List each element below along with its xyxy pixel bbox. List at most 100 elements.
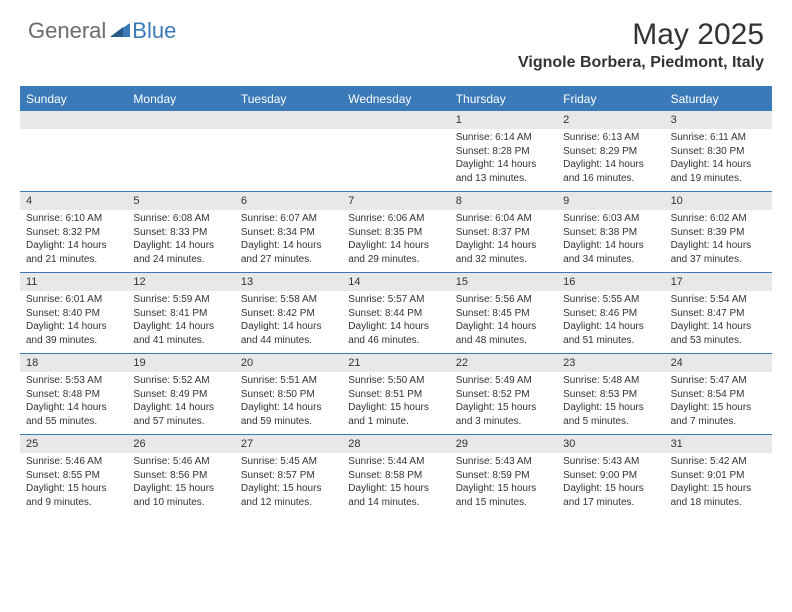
day-details: Sunrise: 5:45 AM Sunset: 8:57 PM Dayligh… bbox=[241, 455, 336, 509]
day-cell: Sunrise: 5:57 AM Sunset: 8:44 PM Dayligh… bbox=[342, 291, 449, 353]
day-number bbox=[235, 111, 342, 129]
weekday-header: Wednesday bbox=[342, 88, 449, 110]
day-cell: Sunrise: 5:43 AM Sunset: 9:00 PM Dayligh… bbox=[557, 453, 664, 515]
day-cell: Sunrise: 5:49 AM Sunset: 8:52 PM Dayligh… bbox=[450, 372, 557, 434]
day-details: Sunrise: 5:46 AM Sunset: 8:55 PM Dayligh… bbox=[26, 455, 121, 509]
day-details: Sunrise: 6:10 AM Sunset: 8:32 PM Dayligh… bbox=[26, 212, 121, 266]
weeks-container: 123Sunrise: 6:14 AM Sunset: 8:28 PM Dayl… bbox=[20, 110, 772, 515]
day-details: Sunrise: 6:04 AM Sunset: 8:37 PM Dayligh… bbox=[456, 212, 551, 266]
day-details: Sunrise: 5:56 AM Sunset: 8:45 PM Dayligh… bbox=[456, 293, 551, 347]
day-details: Sunrise: 5:53 AM Sunset: 8:48 PM Dayligh… bbox=[26, 374, 121, 428]
day-cell bbox=[127, 129, 234, 191]
day-cell: Sunrise: 6:07 AM Sunset: 8:34 PM Dayligh… bbox=[235, 210, 342, 272]
day-number: 5 bbox=[127, 192, 234, 210]
day-details: Sunrise: 5:57 AM Sunset: 8:44 PM Dayligh… bbox=[348, 293, 443, 347]
logo-text-left: General bbox=[28, 18, 106, 44]
day-cell: Sunrise: 5:51 AM Sunset: 8:50 PM Dayligh… bbox=[235, 372, 342, 434]
day-number: 29 bbox=[450, 435, 557, 453]
weekday-header: Tuesday bbox=[235, 88, 342, 110]
day-cell bbox=[342, 129, 449, 191]
day-details: Sunrise: 5:43 AM Sunset: 9:00 PM Dayligh… bbox=[563, 455, 658, 509]
day-cell: Sunrise: 5:55 AM Sunset: 8:46 PM Dayligh… bbox=[557, 291, 664, 353]
day-number: 15 bbox=[450, 273, 557, 291]
day-number: 10 bbox=[665, 192, 772, 210]
day-number: 3 bbox=[665, 111, 772, 129]
day-details: Sunrise: 5:43 AM Sunset: 8:59 PM Dayligh… bbox=[456, 455, 551, 509]
week-row: Sunrise: 5:53 AM Sunset: 8:48 PM Dayligh… bbox=[20, 372, 772, 434]
weekday-header: Thursday bbox=[450, 88, 557, 110]
day-cell bbox=[235, 129, 342, 191]
week-row: Sunrise: 6:14 AM Sunset: 8:28 PM Dayligh… bbox=[20, 129, 772, 191]
day-number bbox=[342, 111, 449, 129]
weekday-header: Friday bbox=[557, 88, 664, 110]
day-number: 16 bbox=[557, 273, 664, 291]
day-cell: Sunrise: 5:50 AM Sunset: 8:51 PM Dayligh… bbox=[342, 372, 449, 434]
day-details: Sunrise: 5:49 AM Sunset: 8:52 PM Dayligh… bbox=[456, 374, 551, 428]
logo: General Blue bbox=[28, 18, 176, 44]
day-details: Sunrise: 5:59 AM Sunset: 8:41 PM Dayligh… bbox=[133, 293, 228, 347]
day-number: 17 bbox=[665, 273, 772, 291]
day-details: Sunrise: 5:44 AM Sunset: 8:58 PM Dayligh… bbox=[348, 455, 443, 509]
day-details: Sunrise: 5:47 AM Sunset: 8:54 PM Dayligh… bbox=[671, 374, 766, 428]
day-cell: Sunrise: 5:59 AM Sunset: 8:41 PM Dayligh… bbox=[127, 291, 234, 353]
day-number-row: 123 bbox=[20, 110, 772, 129]
logo-triangle-icon bbox=[110, 21, 130, 42]
day-number: 2 bbox=[557, 111, 664, 129]
day-details: Sunrise: 5:52 AM Sunset: 8:49 PM Dayligh… bbox=[133, 374, 228, 428]
day-number: 27 bbox=[235, 435, 342, 453]
day-number: 26 bbox=[127, 435, 234, 453]
day-cell: Sunrise: 5:48 AM Sunset: 8:53 PM Dayligh… bbox=[557, 372, 664, 434]
day-cell: Sunrise: 6:01 AM Sunset: 8:40 PM Dayligh… bbox=[20, 291, 127, 353]
day-cell: Sunrise: 5:58 AM Sunset: 8:42 PM Dayligh… bbox=[235, 291, 342, 353]
week-row: Sunrise: 5:46 AM Sunset: 8:55 PM Dayligh… bbox=[20, 453, 772, 515]
day-details: Sunrise: 5:48 AM Sunset: 8:53 PM Dayligh… bbox=[563, 374, 658, 428]
day-number: 21 bbox=[342, 354, 449, 372]
day-cell bbox=[20, 129, 127, 191]
day-cell: Sunrise: 6:02 AM Sunset: 8:39 PM Dayligh… bbox=[665, 210, 772, 272]
header: General Blue May 2025 Vignole Borbera, P… bbox=[0, 0, 792, 76]
day-number: 1 bbox=[450, 111, 557, 129]
day-number: 28 bbox=[342, 435, 449, 453]
day-number: 20 bbox=[235, 354, 342, 372]
day-details: Sunrise: 6:11 AM Sunset: 8:30 PM Dayligh… bbox=[671, 131, 766, 185]
day-cell: Sunrise: 6:08 AM Sunset: 8:33 PM Dayligh… bbox=[127, 210, 234, 272]
day-number: 6 bbox=[235, 192, 342, 210]
day-cell: Sunrise: 5:46 AM Sunset: 8:55 PM Dayligh… bbox=[20, 453, 127, 515]
day-cell: Sunrise: 6:04 AM Sunset: 8:37 PM Dayligh… bbox=[450, 210, 557, 272]
day-details: Sunrise: 6:14 AM Sunset: 8:28 PM Dayligh… bbox=[456, 131, 551, 185]
day-number: 19 bbox=[127, 354, 234, 372]
day-details: Sunrise: 5:54 AM Sunset: 8:47 PM Dayligh… bbox=[671, 293, 766, 347]
month-title: May 2025 bbox=[518, 18, 764, 52]
day-number: 24 bbox=[665, 354, 772, 372]
day-number bbox=[20, 111, 127, 129]
week-row: Sunrise: 6:01 AM Sunset: 8:40 PM Dayligh… bbox=[20, 291, 772, 353]
day-number-row: 25262728293031 bbox=[20, 434, 772, 453]
day-cell: Sunrise: 5:46 AM Sunset: 8:56 PM Dayligh… bbox=[127, 453, 234, 515]
day-cell: Sunrise: 5:42 AM Sunset: 9:01 PM Dayligh… bbox=[665, 453, 772, 515]
day-number: 12 bbox=[127, 273, 234, 291]
day-number: 30 bbox=[557, 435, 664, 453]
day-cell: Sunrise: 6:06 AM Sunset: 8:35 PM Dayligh… bbox=[342, 210, 449, 272]
day-details: Sunrise: 6:02 AM Sunset: 8:39 PM Dayligh… bbox=[671, 212, 766, 266]
weekday-header: Monday bbox=[127, 88, 234, 110]
day-number: 4 bbox=[20, 192, 127, 210]
day-details: Sunrise: 5:51 AM Sunset: 8:50 PM Dayligh… bbox=[241, 374, 336, 428]
day-number: 31 bbox=[665, 435, 772, 453]
day-cell: Sunrise: 6:10 AM Sunset: 8:32 PM Dayligh… bbox=[20, 210, 127, 272]
day-number-row: 11121314151617 bbox=[20, 272, 772, 291]
location: Vignole Borbera, Piedmont, Italy bbox=[518, 54, 764, 72]
day-number bbox=[127, 111, 234, 129]
day-cell: Sunrise: 5:52 AM Sunset: 8:49 PM Dayligh… bbox=[127, 372, 234, 434]
day-number: 13 bbox=[235, 273, 342, 291]
day-cell: Sunrise: 6:03 AM Sunset: 8:38 PM Dayligh… bbox=[557, 210, 664, 272]
weekday-header: Saturday bbox=[665, 88, 772, 110]
day-details: Sunrise: 5:58 AM Sunset: 8:42 PM Dayligh… bbox=[241, 293, 336, 347]
day-details: Sunrise: 6:13 AM Sunset: 8:29 PM Dayligh… bbox=[563, 131, 658, 185]
weekday-header-row: Sunday Monday Tuesday Wednesday Thursday… bbox=[20, 88, 772, 110]
day-number: 9 bbox=[557, 192, 664, 210]
day-cell: Sunrise: 5:47 AM Sunset: 8:54 PM Dayligh… bbox=[665, 372, 772, 434]
day-number: 14 bbox=[342, 273, 449, 291]
weekday-header: Sunday bbox=[20, 88, 127, 110]
day-cell: Sunrise: 5:44 AM Sunset: 8:58 PM Dayligh… bbox=[342, 453, 449, 515]
day-cell: Sunrise: 5:54 AM Sunset: 8:47 PM Dayligh… bbox=[665, 291, 772, 353]
